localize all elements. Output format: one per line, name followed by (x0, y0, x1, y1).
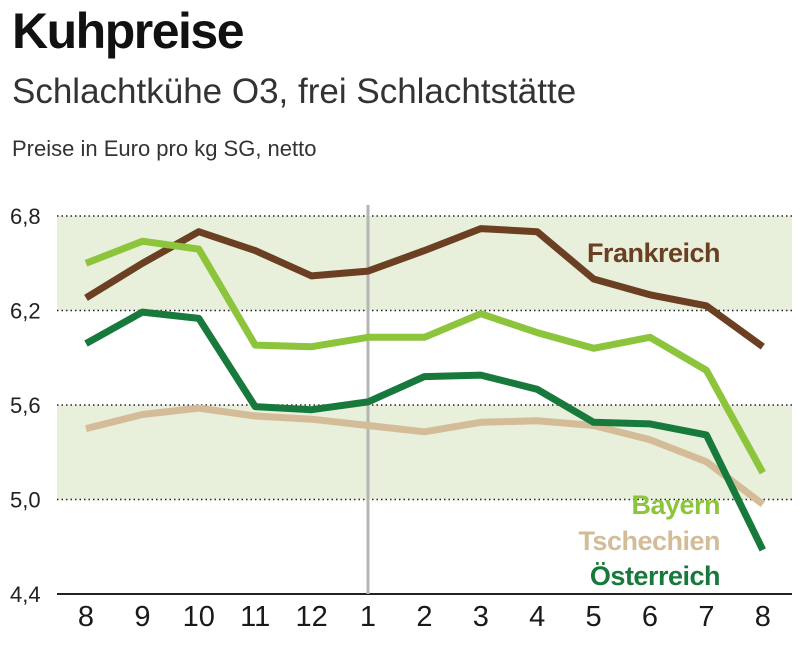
y-tick-labels: 6,8 6,2 5,6 5,0 4,4 (10, 204, 41, 607)
y-tick-label: 4,4 (10, 582, 41, 607)
x-tick-label: 5 (586, 601, 602, 633)
x-tick-labels: 8 9 10 11 12 1 2 3 4 5 6 7 8 (78, 601, 771, 633)
shaded-bands (57, 216, 792, 500)
x-tick-label: 2 (416, 601, 432, 633)
x-tick-label: 8 (78, 601, 94, 633)
unit-label: Preise in Euro pro kg SG, netto (12, 136, 317, 161)
shaded-band-1 (57, 405, 792, 500)
series-line-tschechien (85, 404, 765, 507)
x-tick-label: 12 (295, 601, 327, 633)
x-tick-label: 11 (240, 601, 270, 633)
x-tick-label: 8 (755, 601, 771, 633)
x-tick-label: 4 (529, 601, 545, 633)
series-label-österreich: Österreich (590, 561, 720, 591)
x-tick-label: 7 (698, 601, 714, 633)
shaded-band-0 (57, 216, 792, 311)
x-tick-label: 10 (183, 601, 215, 633)
chart-subtitle: Schlachtkühe O3, frei Schlachtstätte (12, 72, 577, 111)
series-label-frankreich: Frankreich (587, 238, 720, 268)
series-label-bayern: Bayern (631, 490, 720, 520)
series-line-frankreich (84, 225, 765, 350)
y-tick-label: 6,2 (10, 299, 41, 324)
series-label-tschechien: Tschechien (578, 526, 720, 556)
x-tick-label: 3 (473, 601, 489, 633)
y-tick-label: 5,0 (10, 488, 41, 513)
x-tick-label: 6 (642, 601, 658, 633)
chart-title: Kuhpreise (12, 3, 245, 59)
series-labels: Frankreich Bayern Tschechien Österreich (578, 238, 720, 591)
y-tick-label: 5,6 (10, 393, 41, 418)
x-tick-label: 9 (134, 601, 150, 633)
series-lines (84, 225, 766, 552)
y-tick-label: 6,8 (10, 204, 41, 229)
x-tick-label: 1 (360, 601, 376, 633)
series-line-bayern (84, 237, 766, 475)
series-line-österreich (84, 308, 766, 552)
gridlines (57, 215, 792, 595)
